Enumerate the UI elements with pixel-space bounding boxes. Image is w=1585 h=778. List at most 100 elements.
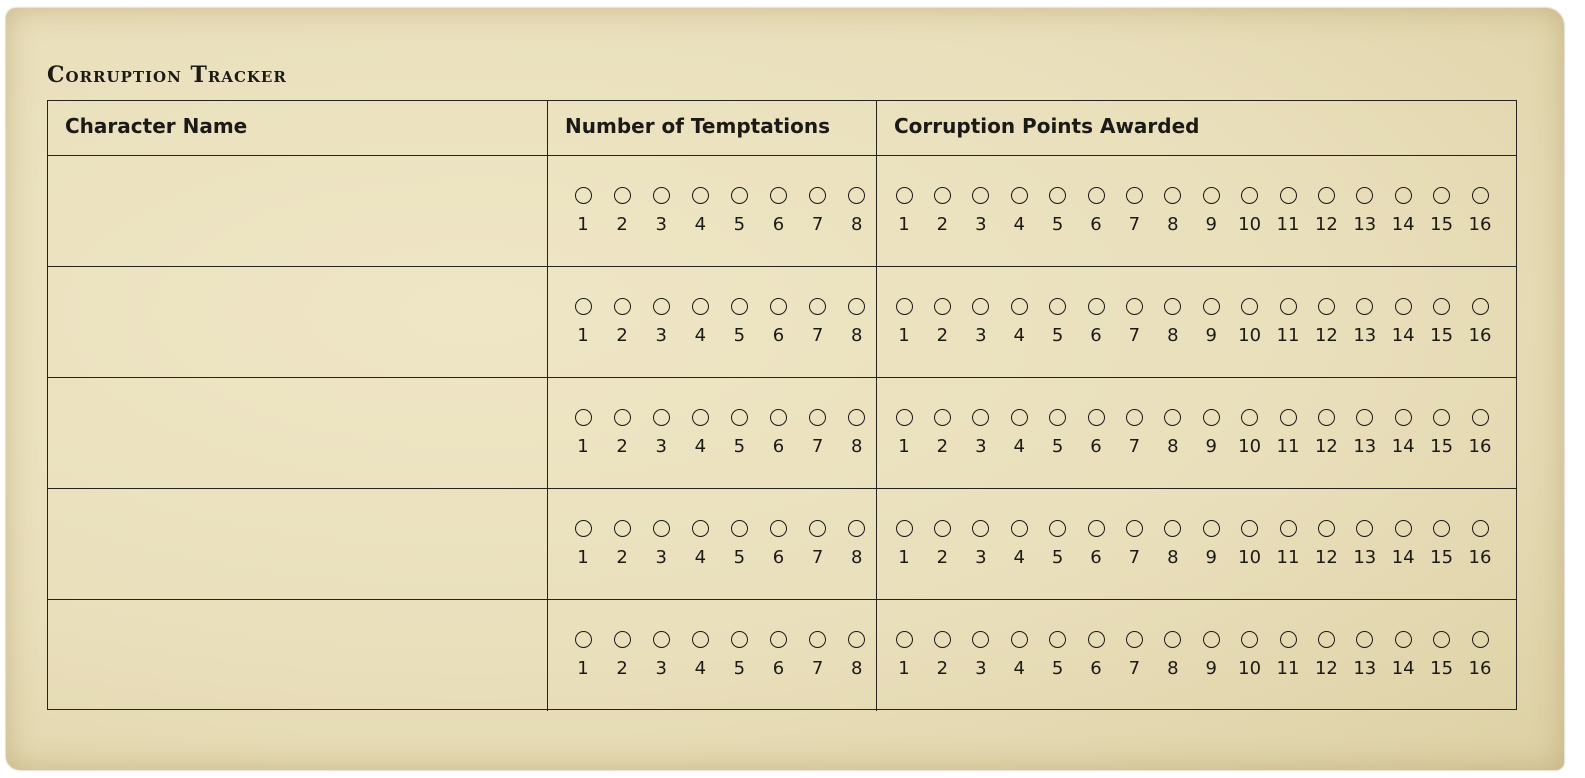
corruption-option[interactable]: 3 xyxy=(966,409,996,457)
temptation-option[interactable]: 8 xyxy=(842,409,872,457)
checkbox-circle-icon[interactable] xyxy=(1394,187,1412,204)
checkbox-circle-icon[interactable] xyxy=(1164,298,1182,315)
corruption-option[interactable]: 2 xyxy=(927,298,957,346)
checkbox-circle-icon[interactable] xyxy=(613,187,631,204)
checkbox-circle-icon[interactable] xyxy=(848,520,866,537)
corruption-option[interactable]: 10 xyxy=(1235,298,1265,346)
checkbox-circle-icon[interactable] xyxy=(1010,631,1028,648)
checkbox-circle-icon[interactable] xyxy=(730,187,748,204)
checkbox-circle-icon[interactable] xyxy=(652,298,670,315)
temptation-option[interactable]: 7 xyxy=(803,187,833,235)
corruption-option[interactable]: 10 xyxy=(1235,520,1265,568)
corruption-option[interactable]: 10 xyxy=(1235,409,1265,457)
corruption-option[interactable]: 2 xyxy=(927,409,957,457)
temptation-option[interactable]: 4 xyxy=(685,298,715,346)
checkbox-circle-icon[interactable] xyxy=(1164,187,1182,204)
temptation-option[interactable]: 8 xyxy=(842,520,872,568)
corruption-option[interactable]: 6 xyxy=(1081,631,1111,679)
temptation-option[interactable]: 3 xyxy=(646,520,676,568)
corruption-option[interactable]: 14 xyxy=(1388,631,1418,679)
checkbox-circle-icon[interactable] xyxy=(1125,409,1143,426)
temptation-option[interactable]: 3 xyxy=(646,631,676,679)
corruption-option[interactable]: 16 xyxy=(1465,409,1495,457)
checkbox-circle-icon[interactable] xyxy=(809,631,827,648)
checkbox-circle-icon[interactable] xyxy=(1471,187,1489,204)
corruption-option[interactable]: 9 xyxy=(1196,298,1226,346)
corruption-option[interactable]: 7 xyxy=(1119,631,1149,679)
checkbox-circle-icon[interactable] xyxy=(848,187,866,204)
checkbox-circle-icon[interactable] xyxy=(1471,298,1489,315)
corruption-option[interactable]: 8 xyxy=(1158,631,1188,679)
checkbox-circle-icon[interactable] xyxy=(1317,409,1335,426)
checkbox-circle-icon[interactable] xyxy=(652,187,670,204)
corruption-option[interactable]: 9 xyxy=(1196,409,1226,457)
corruption-option[interactable]: 6 xyxy=(1081,520,1111,568)
checkbox-circle-icon[interactable] xyxy=(1433,298,1451,315)
temptation-option[interactable]: 4 xyxy=(685,187,715,235)
corruption-option[interactable]: 11 xyxy=(1273,298,1303,346)
checkbox-circle-icon[interactable] xyxy=(1241,409,1259,426)
checkbox-circle-icon[interactable] xyxy=(1317,631,1335,648)
corruption-option[interactable]: 5 xyxy=(1043,298,1073,346)
checkbox-circle-icon[interactable] xyxy=(1125,298,1143,315)
checkbox-circle-icon[interactable] xyxy=(1202,631,1220,648)
checkbox-circle-icon[interactable] xyxy=(1202,298,1220,315)
checkbox-circle-icon[interactable] xyxy=(972,298,990,315)
corruption-option[interactable]: 15 xyxy=(1427,298,1457,346)
checkbox-circle-icon[interactable] xyxy=(1010,520,1028,537)
checkbox-circle-icon[interactable] xyxy=(770,298,787,315)
checkbox-circle-icon[interactable] xyxy=(730,631,748,648)
checkbox-circle-icon[interactable] xyxy=(933,520,951,537)
corruption-option[interactable]: 14 xyxy=(1388,409,1418,457)
checkbox-circle-icon[interactable] xyxy=(574,520,592,537)
checkbox-circle-icon[interactable] xyxy=(1202,187,1220,204)
corruption-option[interactable]: 4 xyxy=(1004,631,1034,679)
checkbox-circle-icon[interactable] xyxy=(848,298,866,315)
corruption-option[interactable]: 15 xyxy=(1427,409,1457,457)
checkbox-circle-icon[interactable] xyxy=(691,187,709,204)
checkbox-circle-icon[interactable] xyxy=(770,631,787,648)
corruption-option[interactable]: 13 xyxy=(1350,409,1380,457)
checkbox-circle-icon[interactable] xyxy=(691,631,709,648)
checkbox-circle-icon[interactable] xyxy=(574,409,592,426)
corruption-option[interactable]: 5 xyxy=(1043,631,1073,679)
checkbox-circle-icon[interactable] xyxy=(730,298,748,315)
character-name-field[interactable] xyxy=(48,267,548,377)
temptation-option[interactable]: 4 xyxy=(685,631,715,679)
corruption-option[interactable]: 4 xyxy=(1004,298,1034,346)
checkbox-circle-icon[interactable] xyxy=(1356,520,1374,537)
checkbox-circle-icon[interactable] xyxy=(1433,520,1451,537)
corruption-option[interactable]: 3 xyxy=(966,187,996,235)
checkbox-circle-icon[interactable] xyxy=(933,631,951,648)
checkbox-circle-icon[interactable] xyxy=(1433,631,1451,648)
checkbox-circle-icon[interactable] xyxy=(1125,187,1143,204)
checkbox-circle-icon[interactable] xyxy=(691,298,709,315)
checkbox-circle-icon[interactable] xyxy=(613,298,631,315)
character-name-field[interactable] xyxy=(48,489,548,599)
corruption-option[interactable]: 7 xyxy=(1119,520,1149,568)
checkbox-circle-icon[interactable] xyxy=(1087,520,1105,537)
corruption-option[interactable]: 8 xyxy=(1158,298,1188,346)
corruption-option[interactable]: 5 xyxy=(1043,187,1073,235)
checkbox-circle-icon[interactable] xyxy=(1356,409,1374,426)
temptation-option[interactable]: 5 xyxy=(724,298,754,346)
checkbox-circle-icon[interactable] xyxy=(1010,409,1028,426)
temptation-option[interactable]: 1 xyxy=(568,187,598,235)
corruption-option[interactable]: 4 xyxy=(1004,187,1034,235)
corruption-option[interactable]: 12 xyxy=(1311,631,1341,679)
corruption-option[interactable]: 6 xyxy=(1081,187,1111,235)
checkbox-circle-icon[interactable] xyxy=(652,631,670,648)
temptation-option[interactable]: 8 xyxy=(842,631,872,679)
checkbox-circle-icon[interactable] xyxy=(770,409,787,426)
corruption-option[interactable]: 7 xyxy=(1119,409,1149,457)
checkbox-circle-icon[interactable] xyxy=(895,187,913,204)
corruption-option[interactable]: 8 xyxy=(1158,187,1188,235)
checkbox-circle-icon[interactable] xyxy=(1164,631,1182,648)
checkbox-circle-icon[interactable] xyxy=(1049,298,1067,315)
corruption-option[interactable]: 11 xyxy=(1273,409,1303,457)
temptation-option[interactable]: 3 xyxy=(646,298,676,346)
corruption-option[interactable]: 3 xyxy=(966,631,996,679)
corruption-option[interactable]: 6 xyxy=(1081,298,1111,346)
checkbox-circle-icon[interactable] xyxy=(1241,631,1259,648)
temptation-option[interactable]: 8 xyxy=(842,187,872,235)
